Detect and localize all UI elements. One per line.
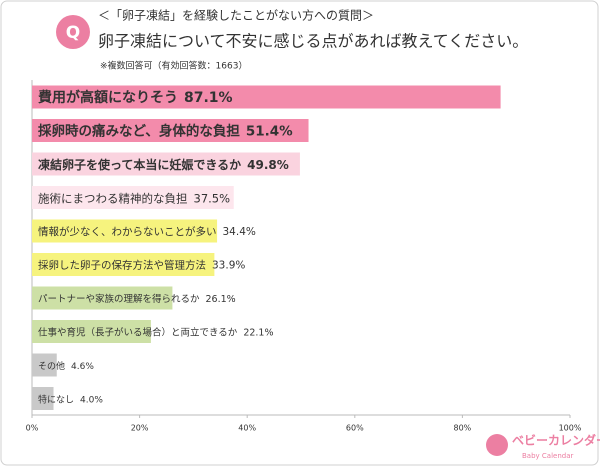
value-label: 34.4% [223,226,256,238]
value-label: 49.8% [247,158,289,172]
bar-label: 仕事や育児（長子がいる場合）と両立できるか 22.1% [38,326,274,338]
x-tick-label: 0% [26,424,39,433]
bar [32,286,173,310]
bar-label: 凍結卵子を使って本当に妊娠できるか 49.8% [38,157,289,172]
chart-subtitle: 卵子凍結について不安に感じる点があれば教えてください。 [98,32,528,51]
category-label: 採卵時の痛みなど、身体的な負担 [38,123,240,140]
badge-circle [56,15,90,49]
bar-label: 採卵時の痛みなど、身体的な負担 51.4% [38,123,293,140]
category-label: 凍結卵子を使って本当に妊娠できるか [38,157,241,172]
bar-label: 特になし 4.0% [38,393,103,405]
badge: Q [66,23,80,43]
bar-label: パートナーや家族の理解を得られるか 26.1% [38,293,236,305]
logo-sub: Baby Calendar [522,452,574,460]
value-label: 87.1% [184,90,233,106]
chart-title: ＜「卵子凍結」を経験したことがない方への質問＞ [98,8,374,23]
x-tick-label: 100% [559,424,582,433]
bar [32,353,57,377]
x-tick-label: 80% [454,424,472,433]
bar [32,320,151,343]
x-tick-label: 40% [238,424,256,433]
note: ※複数回答可（有効回答数：1663） [100,60,247,72]
category-label: 採卵した卵子の保存方法や管理方法 [38,259,206,272]
value-label: 33.9% [212,260,245,272]
bar-label: 情報が少なく、わからないことが多い 34.4% [38,225,256,238]
value-label: 4.0% [80,395,103,405]
value-label: 26.1% [206,294,236,305]
bar [32,387,54,410]
logo-name: ベビーカレンダー [512,433,600,448]
bar-label: 採卵した卵子の保存方法や管理方法 33.9% [38,259,245,272]
value-label: 22.1% [243,327,273,338]
category-label: 仕事や育児（長子がいる場合）と両立できるか [38,326,238,338]
category-label: その他 [38,360,65,372]
logo-icon [486,434,508,456]
bar-label: 施術にまつわる精神的な負担 37.5% [38,191,230,205]
bar [32,85,501,109]
bar [32,119,309,142]
value-label: 37.5% [194,191,231,205]
bar [32,253,215,276]
category-label: 費用が高額になりそう [38,89,178,106]
bar-label: その他 4.6% [38,360,94,372]
category-label: 情報が少なく、わからないことが多い [38,225,217,238]
category-label: パートナーや家族の理解を得られるか [38,293,200,305]
bar [32,152,300,176]
x-tick-label: 60% [346,424,364,433]
value-label: 4.6% [71,362,94,372]
bar [32,219,218,243]
category-label: 施術にまつわる精神的な負担 [38,191,188,205]
value-label: 51.4% [246,124,293,140]
x-tick-label: 20% [131,424,149,433]
bar-label: 費用が高額になりそう 87.1% [38,89,233,106]
category-label: 特になし [38,393,74,405]
bar [32,186,234,209]
